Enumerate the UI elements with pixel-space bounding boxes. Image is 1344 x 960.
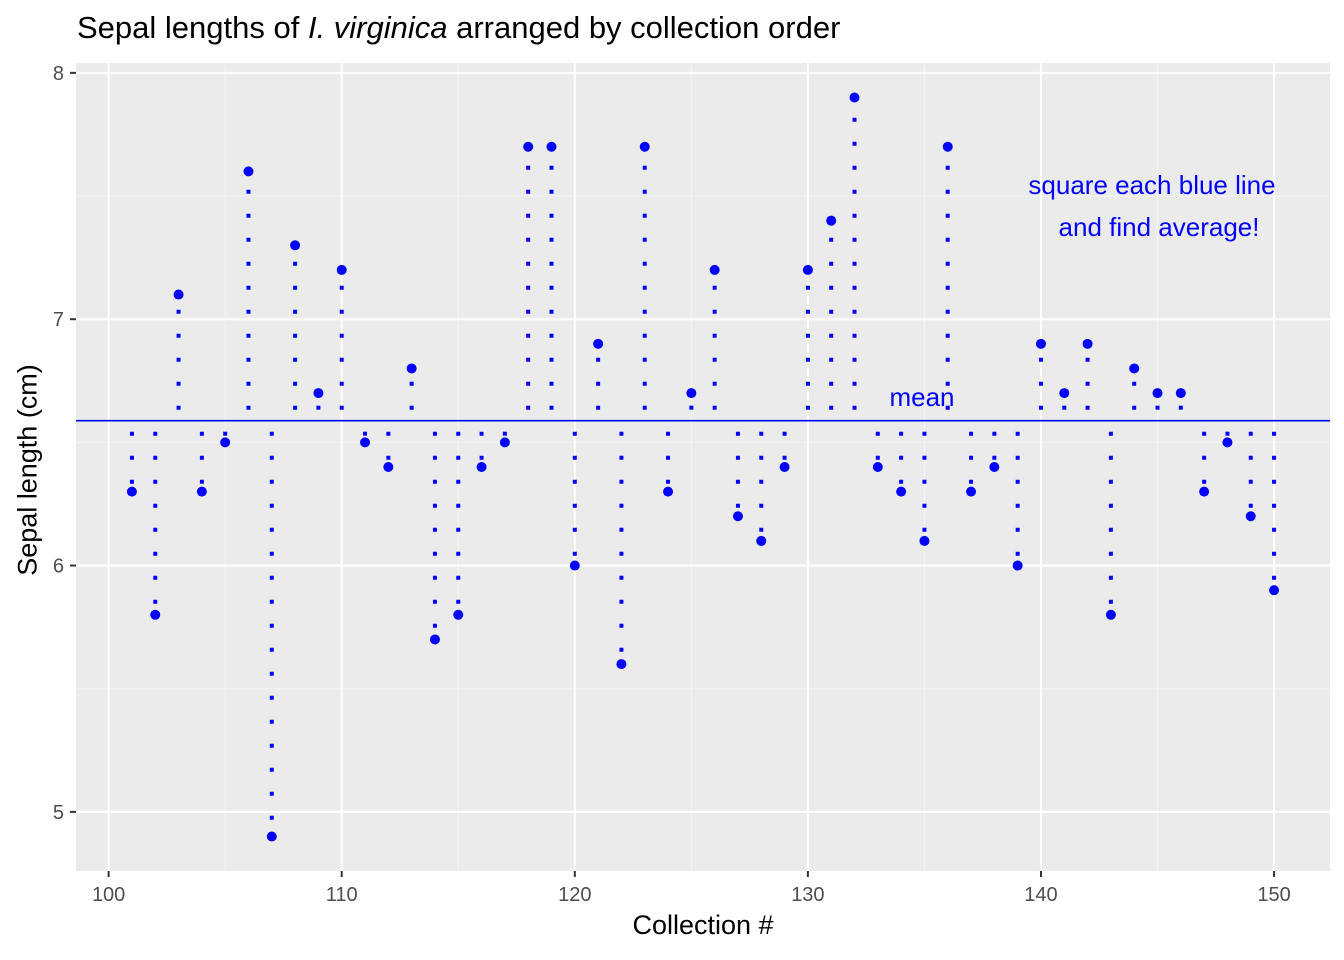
data-point (732, 511, 743, 522)
data-point (313, 388, 324, 399)
data-point (1222, 437, 1233, 448)
data-point (896, 486, 907, 497)
data-point (779, 462, 790, 472)
data-point (266, 831, 277, 842)
data-point (1175, 388, 1186, 399)
title-species: I. virginica (307, 10, 448, 45)
data-point (1245, 511, 1256, 522)
data-point (663, 486, 674, 497)
x-tick-label: 130 (791, 884, 824, 906)
data-point (150, 609, 161, 620)
plot-panel (76, 63, 1330, 871)
data-point (942, 141, 953, 152)
data-point (383, 462, 394, 472)
data-point (989, 462, 1000, 472)
data-point (1152, 388, 1163, 399)
y-tick-label: 6 (53, 556, 64, 578)
mean-label: mean (889, 382, 954, 412)
data-point (616, 659, 627, 670)
data-point (1199, 486, 1210, 497)
data-point (966, 486, 977, 497)
data-point (523, 141, 534, 152)
x-tick-label: 140 (1024, 884, 1057, 906)
x-tick-label: 120 (558, 884, 591, 906)
y-tick-label: 7 (53, 309, 64, 331)
data-point (709, 264, 720, 275)
annotation-line: and find average! (1059, 212, 1260, 242)
chart-title: Sepal lengths of I. virginica arranged b… (77, 10, 840, 46)
data-point (1082, 338, 1093, 349)
x-axis-title: Collection # (632, 910, 774, 940)
data-point (849, 92, 860, 103)
data-point (290, 240, 301, 251)
data-point (196, 486, 207, 497)
data-point (453, 609, 464, 620)
data-point (872, 462, 883, 472)
data-point (756, 535, 767, 546)
data-point (1129, 363, 1140, 374)
data-point (569, 560, 580, 571)
data-point (1059, 388, 1070, 399)
data-point (1012, 560, 1023, 571)
data-point (220, 437, 231, 448)
y-tick-label: 5 (53, 802, 64, 824)
title-suffix: arranged by collection order (447, 10, 841, 45)
data-point (429, 634, 440, 645)
y-axis-title: Sepal length (cm) (12, 364, 43, 576)
data-point (360, 437, 371, 448)
title-prefix: Sepal lengths of (77, 10, 308, 45)
data-point (499, 437, 510, 448)
data-point (126, 486, 137, 497)
data-point (243, 166, 254, 177)
annotation-line: square each blue line (1028, 170, 1275, 200)
x-tick-label: 150 (1257, 884, 1290, 906)
data-point (336, 264, 347, 275)
data-point (802, 264, 813, 275)
data-point (546, 141, 557, 152)
data-point (1105, 609, 1116, 620)
data-point (1269, 585, 1280, 596)
data-point (919, 535, 930, 546)
data-point (686, 388, 697, 399)
data-point (639, 141, 650, 152)
x-tick-label: 100 (92, 884, 125, 906)
y-tick-label: 8 (53, 63, 64, 85)
data-point (476, 462, 487, 472)
data-point (406, 363, 417, 374)
data-point (826, 215, 837, 226)
data-point (1035, 338, 1046, 349)
data-point (173, 289, 184, 300)
data-point (593, 338, 604, 349)
x-tick-label: 110 (326, 884, 358, 906)
